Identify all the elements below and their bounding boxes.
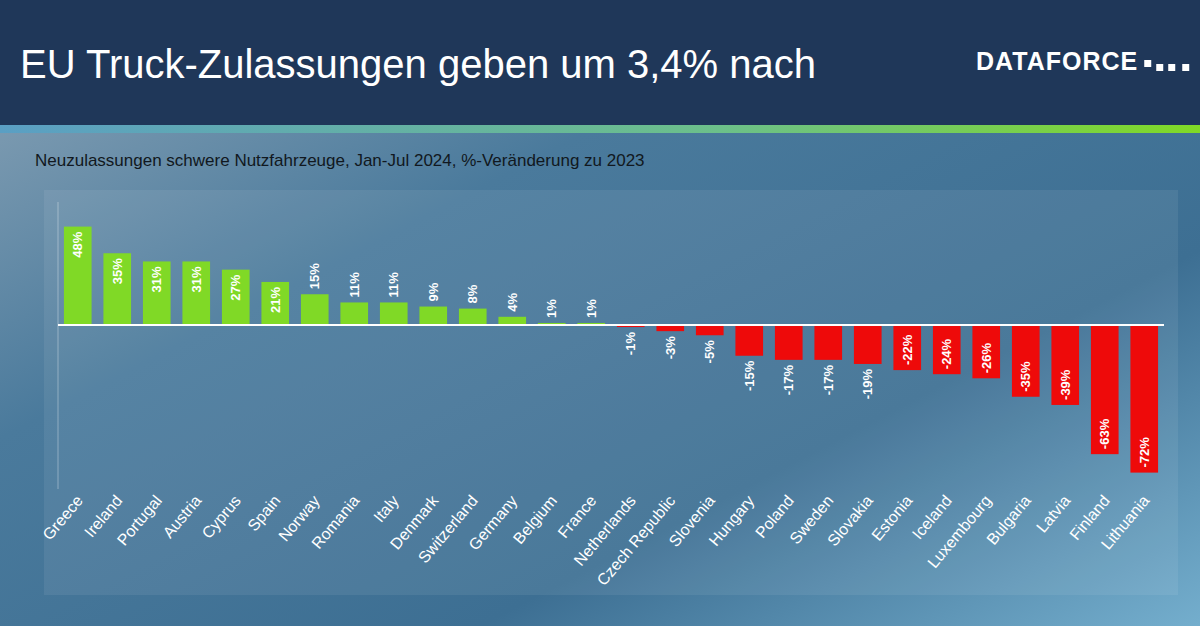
logo-square	[1182, 64, 1189, 71]
bar	[1051, 325, 1079, 405]
logo-square	[1156, 64, 1163, 71]
bar	[1012, 325, 1040, 397]
data-label: -63%	[1097, 418, 1112, 449]
x-tick-label: Bulgaria	[983, 492, 1034, 548]
bar	[419, 307, 447, 325]
bar	[301, 294, 329, 325]
data-label: -72%	[1137, 437, 1152, 468]
logo-square	[1168, 64, 1175, 71]
x-tick-label: Luxembourg	[924, 492, 994, 571]
x-tick-label: Cyprus	[198, 492, 244, 542]
logo: DATAFORCE	[976, 47, 1138, 75]
data-label: -39%	[1058, 369, 1073, 400]
bar	[696, 325, 724, 335]
bar	[854, 325, 882, 364]
x-tick-label: Estonia	[868, 492, 915, 544]
bar	[380, 302, 408, 325]
x-tick-label: Austria	[160, 492, 205, 541]
x-tick-label: Lithuania	[1098, 492, 1153, 553]
x-tick-labels: GreeceIrelandPortugalAustriaCyprusSpainN…	[39, 491, 1152, 589]
x-tick-label: Greece	[39, 492, 86, 543]
data-label: -26%	[979, 343, 994, 374]
data-label: -35%	[1018, 361, 1033, 392]
subtitle: Neuzulassungen schwere Nutzfahrzeuge, Ja…	[35, 151, 645, 170]
bar	[64, 227, 92, 325]
bar	[814, 325, 842, 360]
bar	[775, 325, 803, 360]
data-label: 4%	[505, 293, 520, 312]
data-label: 1%	[544, 299, 559, 318]
header-stripe	[0, 125, 1200, 133]
x-tick-label: Germany	[465, 492, 520, 553]
chart: EU Truck-Zulassungen geben um 3,4% nach D…	[0, 0, 1200, 626]
bar	[933, 325, 961, 374]
data-label: 31%	[189, 266, 204, 292]
data-label: 1%	[584, 299, 599, 318]
background	[0, 0, 1200, 626]
data-label: -17%	[821, 364, 836, 395]
bar	[340, 302, 368, 325]
x-tick-label: Switzerland	[415, 492, 481, 566]
title: EU Truck-Zulassungen geben um 3,4% nach	[20, 42, 816, 86]
data-label: 9%	[426, 282, 441, 301]
data-label: -24%	[939, 338, 954, 369]
data-label: 31%	[149, 266, 164, 292]
logo-square	[1144, 60, 1151, 67]
data-label: -5%	[702, 340, 717, 364]
data-label: 27%	[228, 274, 243, 300]
x-tick-label: Latvia	[1033, 492, 1074, 536]
x-tick-label: Slovakia	[824, 492, 876, 549]
bar	[735, 325, 763, 356]
x-tick-label: Spain	[244, 492, 283, 534]
bar	[103, 253, 131, 325]
data-label: -17%	[781, 364, 796, 395]
bar	[459, 309, 487, 325]
x-tick-label: Belgium	[510, 492, 560, 547]
data-label: 15%	[307, 263, 322, 289]
bar	[143, 261, 171, 325]
data-label: -1%	[623, 332, 638, 356]
data-label: -15%	[742, 360, 757, 391]
data-label: -19%	[860, 369, 875, 400]
bar	[222, 270, 250, 325]
bars	[64, 227, 1158, 473]
x-tick-label: Portugal	[114, 492, 165, 549]
bar	[182, 261, 210, 325]
bar	[893, 325, 921, 370]
y-axis-line	[58, 202, 59, 489]
x-tick-label: Italy	[370, 492, 402, 525]
data-label: 21%	[268, 287, 283, 313]
bar	[498, 317, 526, 325]
data-labels: 48% 35% 31% 31% 27% 21% 15% 11% 11% 9% 8% 4% 1% 1% -1%…	[70, 231, 1152, 467]
data-label: -22%	[900, 334, 915, 365]
bar	[1130, 325, 1158, 473]
bar	[261, 282, 289, 325]
data-label: 8%	[465, 284, 480, 303]
data-label: -3%	[663, 336, 678, 360]
data-label: 48%	[70, 231, 85, 257]
x-tick-label: Hungary	[706, 492, 758, 549]
plot-panel	[44, 190, 1178, 595]
bar	[1091, 325, 1119, 454]
data-label: 11%	[386, 272, 401, 298]
bar	[972, 325, 1000, 378]
data-label: 35%	[110, 258, 125, 284]
zero-line	[58, 324, 1164, 326]
header-band	[0, 0, 1200, 125]
x-tick-label: Romania	[308, 492, 362, 552]
data-label: 11%	[347, 272, 362, 298]
